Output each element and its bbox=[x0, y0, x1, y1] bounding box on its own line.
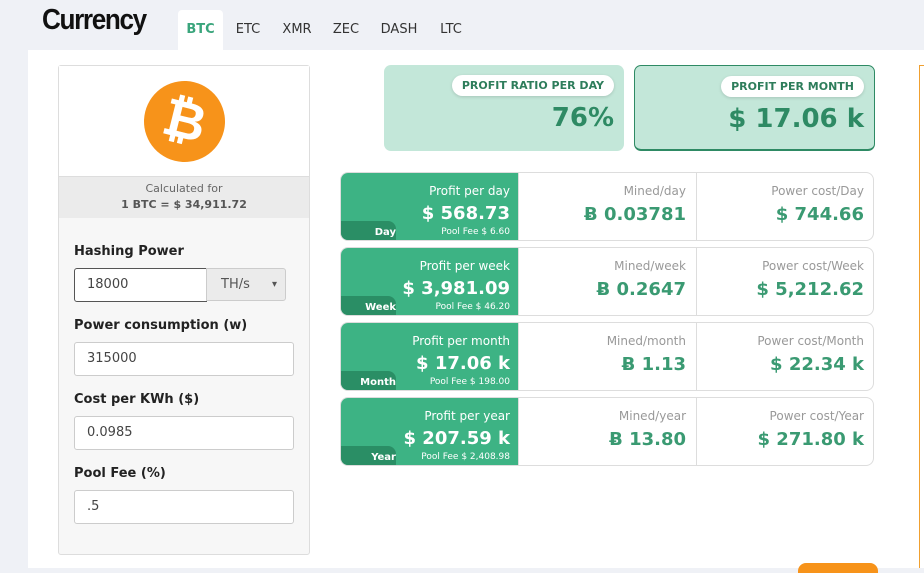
profit-value: $ 17.06 k bbox=[416, 353, 510, 374]
profit-value: $ 568.73 bbox=[421, 203, 510, 224]
mined-value: Ƀ 13.80 bbox=[609, 429, 686, 450]
result-row-week: Profit per week $ 3,981.09 Pool Fee $ 46… bbox=[340, 247, 874, 316]
pool-fee-value: Pool Fee $ 46.20 bbox=[435, 302, 510, 312]
period-tag: Month bbox=[341, 371, 396, 390]
mined-label: Mined/month bbox=[606, 334, 686, 348]
period-tag: Day bbox=[341, 221, 396, 240]
power-cost-label: Power cost/Week bbox=[762, 259, 864, 273]
profit-label: Profit per month bbox=[412, 334, 510, 348]
profit-month-card: PROFIT PER MONTH $ 17.06 k bbox=[634, 65, 875, 151]
pool-fee-value: Pool Fee $ 6.60 bbox=[441, 227, 510, 237]
exchange-rate: Calculated for 1 BTC = $ 34,911.72 bbox=[59, 177, 309, 218]
power-cost-label: Power cost/Day bbox=[771, 184, 864, 198]
power-cost-value: $ 22.34 k bbox=[770, 354, 864, 375]
mined-cell: Mined/week Ƀ 0.2647 bbox=[518, 248, 696, 315]
mined-label: Mined/week bbox=[614, 259, 686, 273]
power-cost-cell: Power cost/Month $ 22.34 k bbox=[696, 323, 873, 390]
profit-month-value: $ 17.06 k bbox=[728, 104, 864, 134]
power-consumption-label: Power consumption (w) bbox=[74, 318, 248, 333]
hashing-power-input[interactable]: 18000 bbox=[74, 268, 207, 302]
tab-dash[interactable]: DASH bbox=[380, 22, 418, 37]
profit-label: Profit per week bbox=[419, 259, 510, 273]
profit-ratio-label: PROFIT RATIO PER DAY bbox=[451, 75, 614, 96]
mined-value: Ƀ 0.03781 bbox=[584, 204, 686, 225]
mined-cell: Mined/month Ƀ 1.13 bbox=[518, 323, 696, 390]
chevron-down-icon: ▾ bbox=[271, 279, 277, 290]
result-row-year: Profit per year $ 207.59 k Pool Fee $ 2,… bbox=[340, 397, 874, 466]
power-cost-cell: Power cost/Year $ 271.80 k bbox=[696, 398, 873, 465]
period-tag: Week bbox=[341, 296, 396, 315]
mined-value: Ƀ 1.13 bbox=[621, 354, 686, 375]
pool-fee-label: Pool Fee (%) bbox=[74, 466, 166, 481]
profit-cell: Profit per day $ 568.73 Pool Fee $ 6.60 … bbox=[341, 173, 519, 240]
result-row-day: Profit per day $ 568.73 Pool Fee $ 6.60 … bbox=[340, 172, 874, 241]
profit-month-label: PROFIT PER MONTH bbox=[721, 76, 864, 97]
period-tag: Year bbox=[341, 446, 396, 465]
mined-cell: Mined/day Ƀ 0.03781 bbox=[518, 173, 696, 240]
power-cost-label: Power cost/Year bbox=[769, 409, 864, 423]
profit-cell: Profit per month $ 17.06 k Pool Fee $ 19… bbox=[341, 323, 519, 390]
profit-ratio-value: 76% bbox=[551, 103, 614, 133]
calculated-for-label: Calculated for bbox=[145, 182, 223, 195]
profit-cell: Profit per week $ 3,981.09 Pool Fee $ 46… bbox=[341, 248, 519, 315]
power-cost-value: $ 5,212.62 bbox=[756, 279, 864, 300]
power-cost-cell: Power cost/Day $ 744.66 bbox=[696, 173, 873, 240]
hashing-unit-select[interactable]: TH/s ▾ bbox=[206, 268, 286, 301]
pool-fee-value: Pool Fee $ 198.00 bbox=[429, 377, 510, 387]
result-row-month: Profit per month $ 17.06 k Pool Fee $ 19… bbox=[340, 322, 874, 391]
pool-fee-value: Pool Fee $ 2,408.98 bbox=[421, 452, 510, 462]
profit-cell: Profit per year $ 207.59 k Pool Fee $ 2,… bbox=[341, 398, 519, 465]
tab-btc[interactable]: BTC bbox=[178, 10, 223, 50]
coin-logo-area: ₿ bbox=[59, 66, 309, 177]
calculator-form: ₿ Calculated for 1 BTC = $ 34,911.72 Has… bbox=[58, 65, 310, 555]
tab-zec[interactable]: ZEC bbox=[332, 22, 360, 37]
power-cost-value: $ 271.80 k bbox=[757, 429, 865, 450]
tab-ltc[interactable]: LTC bbox=[440, 22, 462, 37]
profit-value: $ 3,981.09 bbox=[402, 278, 510, 299]
profit-label: Profit per day bbox=[429, 184, 510, 198]
bitcoin-icon: ₿ bbox=[135, 72, 234, 171]
mined-value: Ƀ 0.2647 bbox=[596, 279, 686, 300]
profit-label: Profit per year bbox=[424, 409, 510, 423]
tab-xmr[interactable]: XMR bbox=[282, 22, 312, 37]
unit-value: TH/s bbox=[221, 277, 250, 292]
btc-rate: 1 BTC = $ 34,911.72 bbox=[121, 198, 247, 211]
profit-ratio-card: PROFIT RATIO PER DAY 76% bbox=[384, 65, 624, 151]
power-cost-cell: Power cost/Week $ 5,212.62 bbox=[696, 248, 873, 315]
power-consumption-input[interactable]: 315000 bbox=[74, 342, 294, 376]
cost-per-kwh-input[interactable]: 0.0985 bbox=[74, 416, 294, 450]
mined-cell: Mined/year Ƀ 13.80 bbox=[518, 398, 696, 465]
hashing-power-label: Hashing Power bbox=[74, 244, 184, 259]
page-title: Currency bbox=[42, 4, 147, 36]
pool-fee-input[interactable]: .5 bbox=[74, 490, 294, 524]
power-cost-label: Power cost/Month bbox=[757, 334, 864, 348]
tab-etc[interactable]: ETC bbox=[235, 22, 261, 37]
cost-per-kwh-label: Cost per KWh ($) bbox=[74, 392, 200, 407]
power-cost-value: $ 744.66 bbox=[775, 204, 864, 225]
mined-label: Mined/day bbox=[623, 184, 686, 198]
profit-value: $ 207.59 k bbox=[403, 428, 511, 449]
mined-label: Mined/year bbox=[618, 409, 686, 423]
orange-button[interactable] bbox=[798, 563, 878, 573]
side-panel bbox=[919, 65, 924, 568]
